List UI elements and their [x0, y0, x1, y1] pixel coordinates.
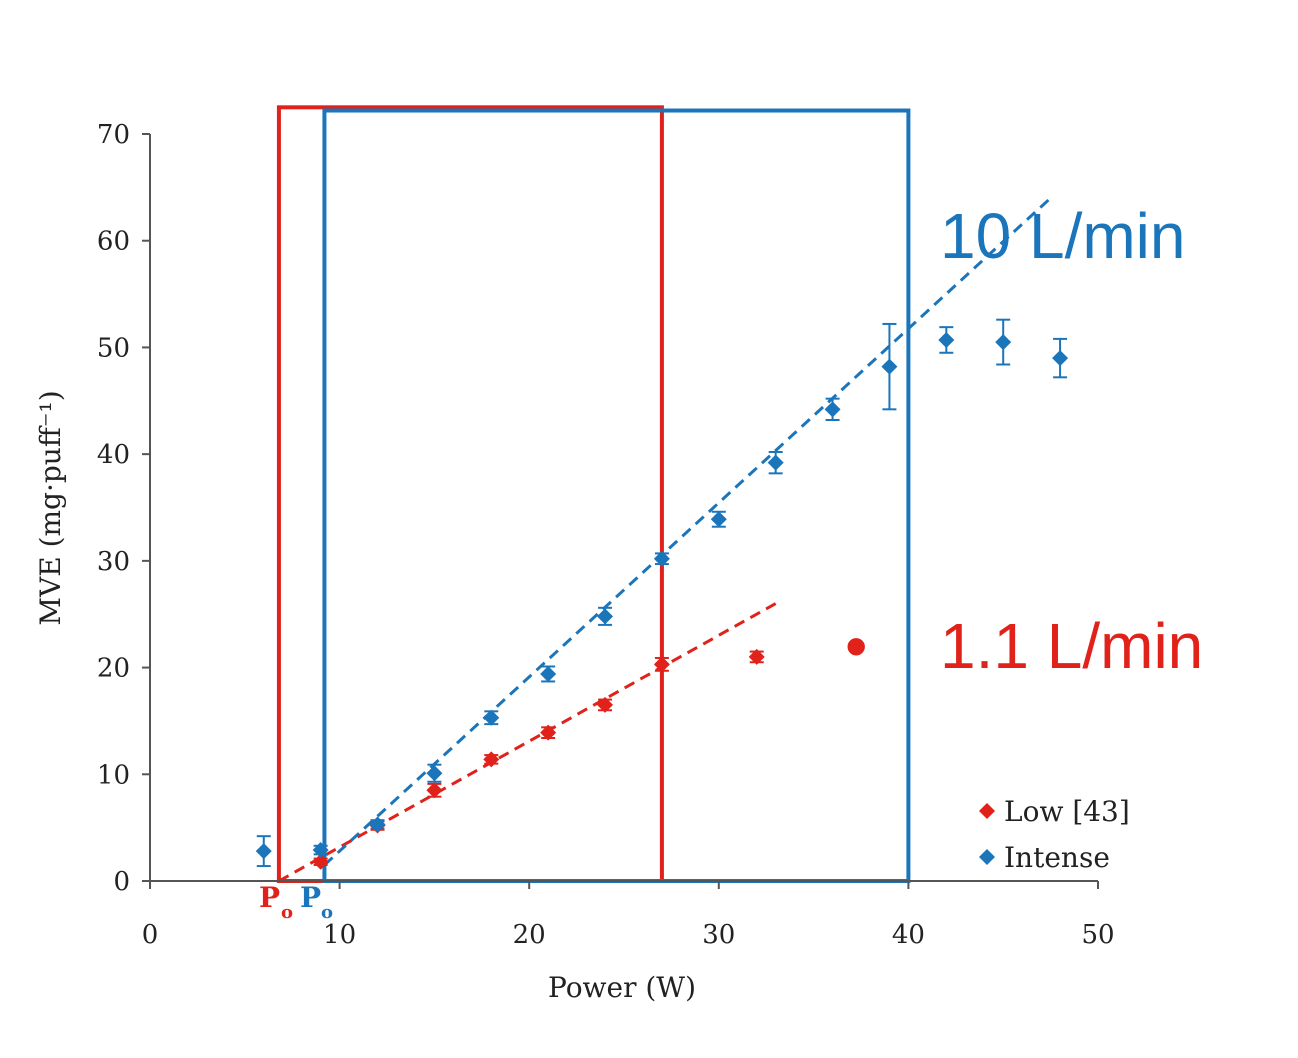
data-point-intense [881, 358, 898, 375]
p0-low-label: P [259, 881, 280, 914]
legend-marker-intense [979, 849, 995, 865]
p0-intense-label: P [300, 881, 321, 914]
data-point-intense [767, 454, 784, 471]
data-point-low [540, 724, 557, 741]
data-point-low [653, 656, 670, 673]
data-point-intense [824, 401, 841, 418]
regions-layer [276, 105, 911, 884]
x-tick-label: 30 [702, 920, 735, 950]
data-point-low [748, 648, 765, 665]
p0-low-subscript: o [281, 902, 293, 923]
x-tick-label: 50 [1081, 920, 1114, 950]
data-point-intense [597, 608, 614, 625]
data-point-intense [710, 511, 727, 528]
y-tick-label: 40 [97, 440, 130, 470]
x-axis-title: Power (W) [548, 971, 696, 1004]
x-tick-label: 0 [142, 920, 159, 950]
data-point-intense [312, 842, 329, 859]
data-point-intense [1052, 350, 1069, 367]
data-point-intense [483, 709, 500, 726]
region-label-low-bullet: • [845, 610, 867, 682]
data-point-intense [426, 765, 443, 782]
region-label-intense: 10 L/min [940, 200, 1185, 272]
y-tick-label: 60 [97, 227, 130, 257]
legend-marker-low [979, 803, 995, 819]
data-point-low [597, 696, 614, 713]
trendline-intense [323, 196, 1052, 867]
legend-label-low: Low [43] [1004, 795, 1130, 828]
y-tick-label: 30 [97, 547, 130, 577]
data-point-intense [995, 334, 1012, 351]
x-tick-label: 10 [323, 920, 356, 950]
region-box-intense [322, 108, 911, 884]
x-tick-label: 20 [513, 920, 546, 950]
p0-intense-subscript: o [321, 902, 333, 923]
data-point-low [426, 782, 443, 799]
trendline-low [278, 602, 777, 883]
y-tick-label: 10 [97, 760, 130, 790]
region-label-low: 1.1 L/min [940, 610, 1203, 682]
data-point-intense [255, 843, 272, 860]
y-tick-label: 50 [97, 333, 130, 363]
x-tick-label: 40 [892, 920, 925, 950]
data-point-intense [938, 331, 955, 348]
axes-layer: 0 10 20 30 40 50 0 10 20 30 40 50 60 70 [97, 120, 1115, 950]
y-tick-label: 70 [97, 120, 130, 150]
data-point-low [483, 751, 500, 768]
legend: Low [43] Intense [979, 795, 1130, 874]
region-box-low [276, 105, 664, 884]
data-point-intense [653, 550, 670, 567]
y-tick-label: 20 [97, 654, 130, 684]
data-point-low [312, 853, 329, 870]
y-axis-title: MVE (mg·puff⁻¹) [34, 390, 67, 625]
data-point-intense [369, 816, 386, 833]
legend-label-intense: Intense [1004, 841, 1110, 874]
data-point-intense [540, 665, 557, 682]
data-points-layer [255, 331, 1069, 870]
y-tick-label: 0 [113, 867, 130, 897]
trendlines-layer [278, 196, 1052, 883]
